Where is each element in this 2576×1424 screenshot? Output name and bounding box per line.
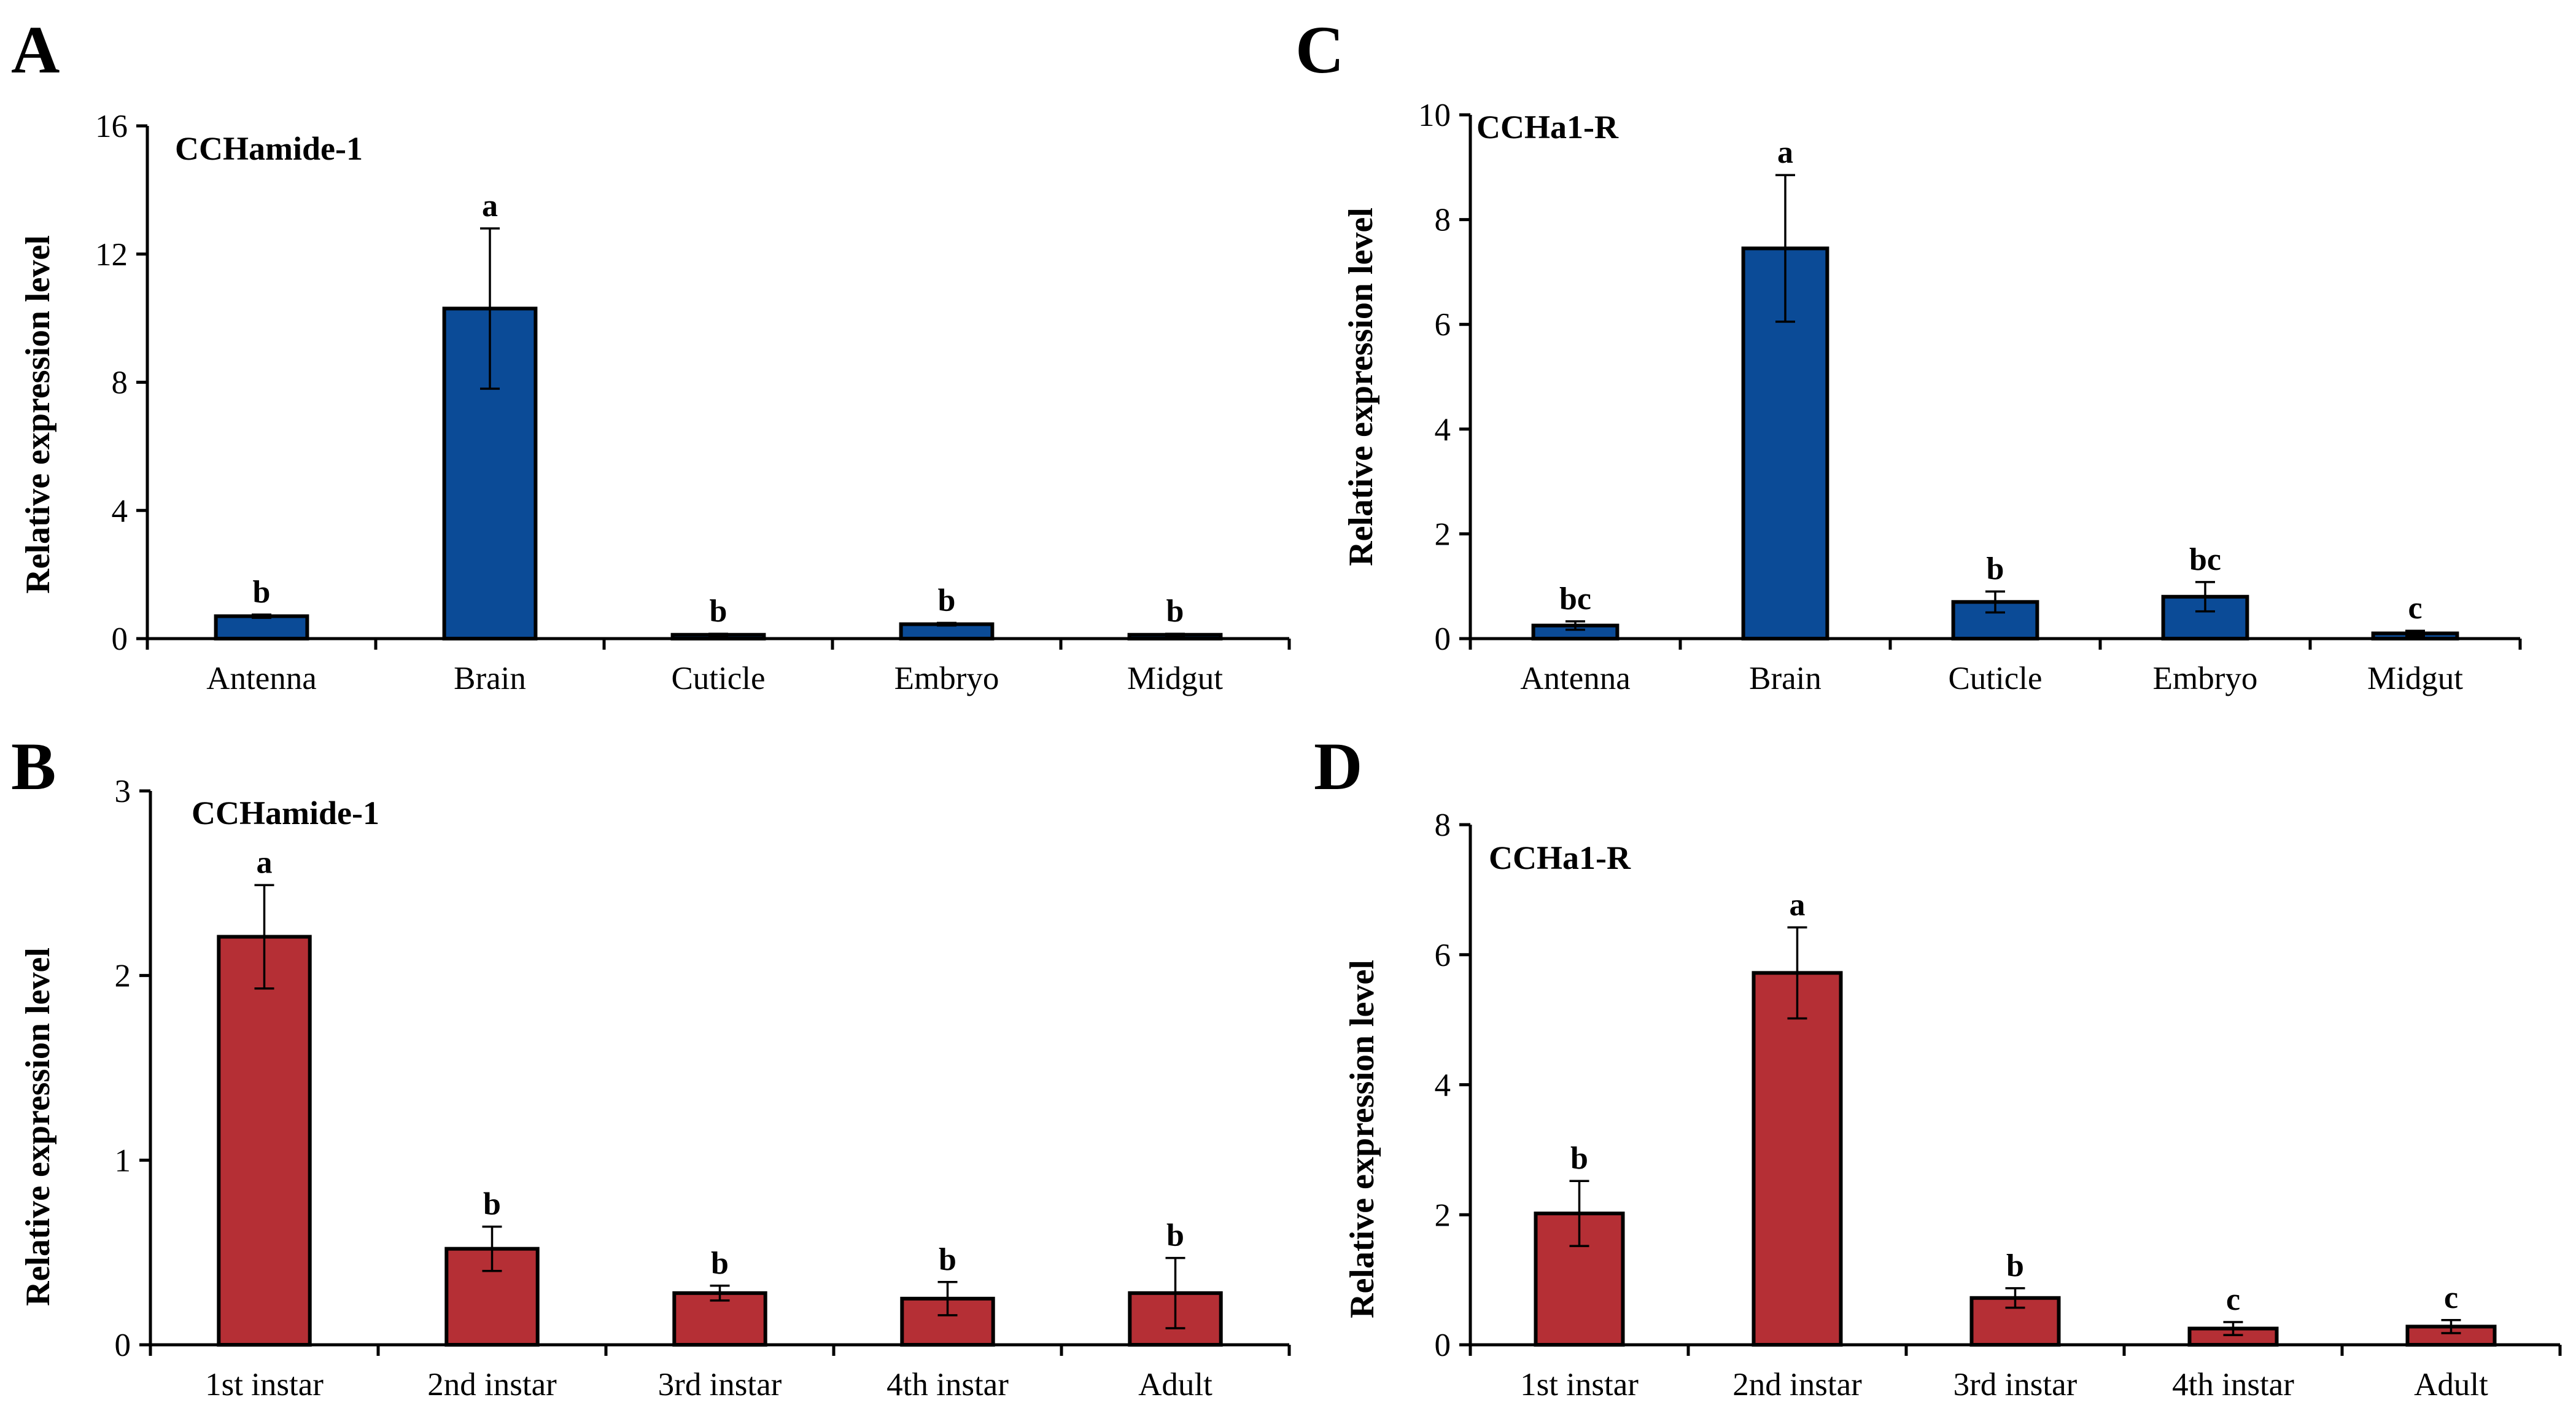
- bar-a: [214, 614, 309, 640]
- panel-a: A CCHamide-1 Relative expression level 0…: [11, 12, 1291, 696]
- significance-label-d: c: [2444, 1280, 2458, 1315]
- x-tick-label-b: Adult: [1138, 1367, 1212, 1403]
- x-tick-label-c: Embryo: [2153, 661, 2258, 696]
- panel-letter-c: C: [1295, 12, 1344, 87]
- y-tick-label-c: 10: [1418, 98, 1451, 133]
- x-tick-label-d: 3rd instar: [1953, 1367, 2077, 1403]
- panel-letter-d: D: [1314, 729, 1362, 804]
- y-axis-label-a: Relative expression level: [19, 235, 57, 594]
- significance-label-b: b: [1166, 1218, 1184, 1253]
- x-tick-label-c: Cuticle: [1948, 661, 2042, 696]
- x-tick-label-d: Adult: [2414, 1367, 2488, 1403]
- y-tick-label-d: 0: [1435, 1328, 1451, 1363]
- y-axis-label-d: Relative expression level: [1343, 960, 1381, 1318]
- y-axis-label-b: Relative expression level: [19, 947, 57, 1306]
- chart-title-d: CCHa1-R: [1489, 839, 1631, 876]
- significance-label-a: a: [482, 189, 498, 224]
- y-tick-label-c: 2: [1435, 516, 1451, 552]
- y-tick-label-d: 4: [1435, 1068, 1451, 1103]
- significance-label-a: b: [253, 575, 271, 610]
- x-tick-label-c: Antenna: [1520, 661, 1631, 696]
- significance-label-d: c: [2226, 1282, 2240, 1317]
- plot-area-c: 0 2 4 6 8 10 bc Antenna a Brain b Cuticle bc Embryo cM…: [1418, 98, 2522, 696]
- x-tick-label-a: Antenna: [206, 661, 317, 696]
- chart-title-c: CCHa1-R: [1476, 109, 1619, 146]
- panel-c: C CCHa1-R Relative expression level 0 2 4 6…: [1295, 12, 2522, 696]
- significance-label-b: b: [483, 1187, 501, 1222]
- x-tick-label-d: 1st instar: [1520, 1367, 1639, 1403]
- x-tick-label-c: Brain: [1749, 661, 1821, 696]
- y-tick-label-c: 0: [1435, 621, 1451, 657]
- chart-title-b: CCHamide-1: [192, 795, 379, 831]
- y-tick-label-d: 2: [1435, 1197, 1451, 1233]
- significance-label-a: b: [1166, 594, 1184, 629]
- panel-letter-a: A: [11, 12, 60, 87]
- x-tick-label-d: 2nd instar: [1732, 1367, 1862, 1403]
- significance-label-b: b: [711, 1246, 729, 1281]
- significance-label-a: b: [710, 594, 727, 629]
- y-tick-label-c: 8: [1435, 203, 1451, 238]
- y-tick-label-b: 3: [115, 774, 131, 809]
- panel-b: B CCHamide-1 Relative expression level 0…: [11, 729, 1291, 1403]
- significance-label-c: bc: [1559, 582, 1591, 617]
- y-tick-label-b: 0: [115, 1328, 131, 1363]
- y-tick-label-a: 16: [95, 109, 128, 144]
- y-tick-label-a: 4: [112, 493, 128, 529]
- bar-b: [672, 1291, 767, 1347]
- x-tick-label-b: 1st instar: [205, 1367, 324, 1403]
- bar-b: [217, 935, 312, 1347]
- y-tick-label-c: 6: [1435, 307, 1451, 343]
- panel-d: D CCHa1-R Relative expression level 0 2 4 6…: [1314, 729, 2562, 1403]
- x-tick-label-b: 2nd instar: [427, 1367, 557, 1403]
- panel-letter-b: B: [11, 729, 56, 804]
- significance-label-c: bc: [2189, 542, 2221, 577]
- significance-label-d: b: [1570, 1141, 1588, 1176]
- x-tick-label-d: 4th instar: [2172, 1367, 2294, 1403]
- y-tick-label-d: 8: [1435, 807, 1451, 843]
- plot-area-b: 0 1 2 3 a 1st instar b 2nd instar b 3rd instar b 4t…: [115, 774, 1291, 1403]
- significance-label-c: b: [1987, 551, 2004, 586]
- bar-a: [442, 306, 538, 640]
- y-tick-label-c: 4: [1435, 412, 1451, 448]
- significance-label-a: b: [938, 583, 956, 618]
- y-tick-label-d: 6: [1435, 938, 1451, 973]
- significance-label-d: b: [2006, 1248, 2024, 1283]
- y-tick-label-a: 0: [112, 621, 128, 657]
- y-tick-label-b: 1: [115, 1143, 131, 1178]
- plot-area-d: 0 2 4 6 8 b 1st instar a 2nd instar b 3rd instar c 4…: [1435, 807, 2562, 1403]
- x-tick-label-b: 3rd instar: [658, 1367, 782, 1403]
- significance-label-b: a: [257, 845, 273, 880]
- y-tick-label-b: 2: [115, 959, 131, 994]
- x-tick-label-a: Midgut: [1127, 661, 1223, 696]
- plot-area-a: 0 4 8 12 16 b Antenna a Brain b Cuticle b Embryo b Mid…: [95, 109, 1291, 696]
- significance-label-d: a: [1790, 887, 1806, 922]
- x-tick-label-b: 4th instar: [886, 1367, 1009, 1403]
- x-tick-label-a: Brain: [454, 661, 526, 696]
- y-axis-label-c: Relative expression level: [1342, 208, 1380, 566]
- y-tick-label-a: 8: [112, 365, 128, 401]
- bar-d: [1752, 971, 1843, 1347]
- significance-label-b: b: [939, 1242, 956, 1277]
- significance-label-c: a: [1777, 135, 1793, 170]
- x-tick-label-c: Midgut: [2367, 661, 2463, 696]
- x-tick-label-a: Embryo: [894, 661, 999, 696]
- chart-title-a: CCHamide-1: [175, 130, 363, 167]
- y-tick-label-a: 12: [95, 237, 128, 273]
- significance-label-c: c: [2408, 591, 2422, 626]
- x-tick-label-a: Cuticle: [671, 661, 765, 696]
